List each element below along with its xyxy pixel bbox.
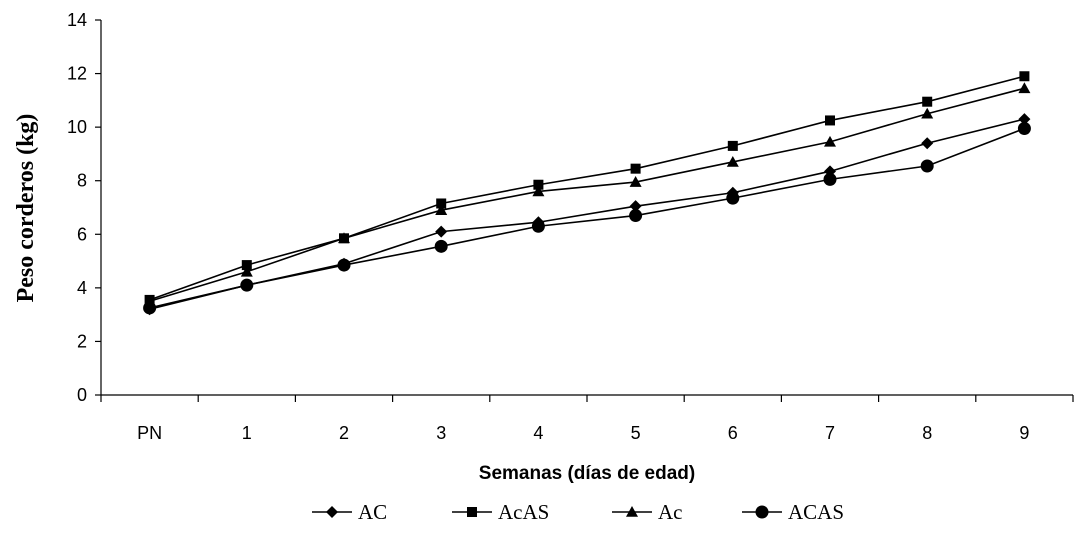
data-point-ac	[532, 185, 545, 197]
legend: AC AcAS Ac ACAS	[312, 500, 844, 524]
data-point-acas	[629, 209, 643, 223]
x-tick-label: 7	[825, 423, 835, 443]
data-point-acas	[825, 115, 835, 126]
data-point-acas	[727, 140, 738, 151]
y-tick-label: 6	[77, 224, 87, 244]
series-line-ac	[149, 87, 1025, 303]
x-tick-label: 8	[922, 423, 932, 443]
data-point-ac	[435, 204, 448, 215]
x-tick-label: 6	[728, 423, 738, 443]
data-point-ac	[1018, 82, 1031, 94]
legend-label: ACAS	[788, 500, 844, 524]
legend-marker-ac	[326, 506, 338, 518]
legend-label: AcAS	[498, 500, 549, 524]
legend-label: Ac	[658, 500, 683, 524]
data-point-ac	[629, 200, 642, 213]
data-point-acas	[143, 301, 157, 315]
legend-item-ac: AC	[312, 500, 387, 524]
data-point-acas	[1017, 121, 1031, 135]
series-layer	[143, 71, 1031, 316]
data-point-acas	[630, 163, 641, 174]
x-tick-label: 9	[1019, 423, 1029, 443]
series-line-acas	[149, 75, 1025, 301]
y-tick-label: 2	[77, 331, 87, 351]
data-point-ac	[726, 155, 739, 167]
y-axis-title: Peso corderos (kg)	[13, 114, 39, 303]
series-acas	[144, 71, 1030, 305]
x-tick-label: 5	[631, 423, 641, 443]
y-tick-label: 4	[77, 278, 87, 298]
legend-item-acas: ACAS	[742, 500, 844, 524]
x-tick-label: 4	[533, 423, 543, 443]
data-point-acas	[531, 219, 545, 233]
x-tick-label: PN	[137, 423, 162, 443]
legend-marker-ac	[626, 506, 638, 517]
legend-marker-acas	[467, 507, 477, 517]
y-tick-label: 10	[67, 117, 87, 137]
legend-item-acas: AcAS	[452, 500, 549, 524]
data-point-acas	[823, 172, 837, 186]
series-ac	[143, 113, 1031, 316]
data-point-ac	[921, 107, 934, 119]
series-ac	[143, 82, 1031, 307]
data-point-acas	[241, 260, 252, 271]
x-tick-label: 3	[436, 423, 446, 443]
data-point-acas	[922, 96, 933, 107]
data-point-acas	[533, 179, 544, 190]
data-point-ac	[1018, 113, 1031, 126]
x-tick-label: 1	[242, 423, 252, 443]
data-point-ac	[435, 225, 448, 238]
data-point-acas	[436, 198, 447, 209]
x-axis-title: Semanas (días de edad)	[479, 463, 695, 484]
data-point-acas	[726, 191, 740, 205]
data-point-acas	[920, 159, 934, 173]
data-point-ac	[824, 135, 836, 147]
series-line-acas	[149, 127, 1025, 309]
data-point-ac	[921, 137, 934, 150]
data-point-ac	[338, 232, 350, 244]
data-point-acas	[240, 278, 254, 292]
legend-marker-acas	[755, 505, 769, 519]
y-tick-label: 0	[77, 385, 87, 405]
data-point-acas	[1019, 71, 1030, 82]
legend-label: AC	[358, 500, 387, 524]
x-tick-label: 2	[339, 423, 349, 443]
series-acas	[143, 121, 1031, 315]
data-point-acas	[337, 258, 351, 272]
y-tick-label: 12	[67, 64, 87, 84]
series-line-ac	[149, 118, 1025, 311]
data-point-ac	[629, 176, 642, 187]
data-point-ac	[240, 265, 253, 277]
data-point-acas	[434, 239, 448, 253]
y-tick-label: 14	[67, 10, 87, 30]
y-tick-label: 8	[77, 171, 87, 191]
legend-item-ac: Ac	[612, 500, 683, 524]
